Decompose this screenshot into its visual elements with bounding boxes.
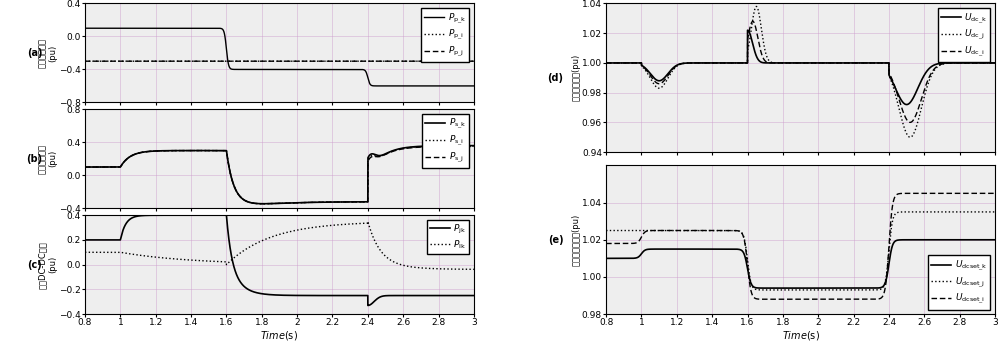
Y-axis label: 隔离DC-DC输出
(pu): 隔离DC-DC输出 (pu) [38, 241, 58, 289]
Y-axis label: 直流电压设定値(pu): 直流电压设定値(pu) [571, 214, 580, 266]
Legend: $P_{\rm p\_k}$, $P_{\rm p\_i}$, $P_{\rm p\_j}$: $P_{\rm p\_k}$, $P_{\rm p\_i}$, $P_{\rm … [421, 8, 469, 62]
Text: (b): (b) [26, 154, 43, 164]
Legend: $P_{\rm s\_k}$, $P_{\rm s\_i}$, $P_{\rm s\_j}$: $P_{\rm s\_k}$, $P_{\rm s\_i}$, $P_{\rm … [422, 114, 469, 168]
Legend: $U_{\rm dcset\_k}$, $U_{\rm dcset\_j}$, $U_{\rm dcset\_i}$: $U_{\rm dcset\_k}$, $U_{\rm dcset\_j}$, … [928, 255, 990, 310]
Legend: $U_{\rm dc\_k}$, $U_{\rm dc\_j}$, $U_{\rm dc\_i}$: $U_{\rm dc\_k}$, $U_{\rm dc\_j}$, $U_{\r… [938, 8, 990, 62]
Y-axis label: 平衡单元输出
(pu): 平衡单元输出 (pu) [38, 144, 58, 174]
Y-axis label: 功率单元输出
(pu): 功率单元输出 (pu) [38, 38, 58, 68]
X-axis label: $\mathit{Time}$(s): $\mathit{Time}$(s) [260, 329, 298, 342]
Text: (e): (e) [548, 235, 563, 245]
Legend: $P_{\rm jk}$, $P_{\rm lk}$: $P_{\rm jk}$, $P_{\rm lk}$ [427, 220, 469, 254]
Text: (c): (c) [27, 260, 42, 270]
Text: (a): (a) [27, 48, 42, 58]
X-axis label: $\mathit{Time}$(s): $\mathit{Time}$(s) [782, 329, 820, 342]
Text: (d): (d) [548, 73, 564, 83]
Y-axis label: 母线直流电压(pu): 母线直流电压(pu) [571, 54, 580, 102]
